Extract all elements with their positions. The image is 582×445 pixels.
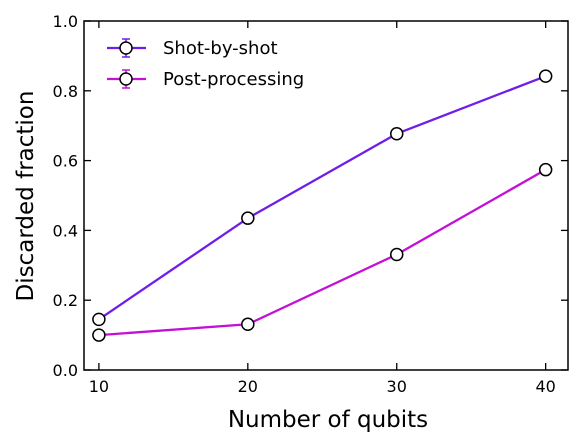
y-tick-label: 0.2 [53, 291, 78, 310]
series-2-point [389, 247, 404, 262]
plot-frame [83, 20, 569, 371]
series-1-point [389, 126, 404, 141]
x-tick-label: 20 [238, 377, 258, 396]
series-2-point [241, 317, 255, 332]
series-2-point [92, 328, 106, 342]
series-layer [92, 69, 553, 342]
series-line-1 [98, 75, 547, 321]
axes-layer: 10 20 30 40 0.0 0.2 0.4 0.6 0.8 1.0 [53, 12, 569, 396]
legend-label-1: Shot-by-shot [163, 38, 278, 59]
legend: Shot-by-shot Post-processing [107, 38, 304, 90]
x-axis-label: Number of qubits [228, 407, 428, 433]
y-tick-label: 0.4 [53, 221, 78, 240]
x-tick-label: 30 [387, 377, 407, 396]
series-1-point [538, 69, 553, 83]
x-tick-label: 40 [535, 377, 555, 396]
series-line-2 [98, 168, 547, 337]
y-tick-label: 0.0 [53, 361, 78, 380]
legend-marker-2 [119, 72, 133, 86]
series-1-point [241, 211, 255, 225]
x-tick-label: 10 [89, 377, 109, 396]
series-2-point [538, 162, 553, 177]
y-axis-label: Discarded fraction [13, 91, 39, 302]
y-tick-label: 1.0 [53, 12, 78, 31]
series-1-point [92, 312, 106, 327]
legend-label-2: Post-processing [163, 69, 304, 90]
legend-marker-1 [119, 41, 133, 55]
y-tick-label: 0.8 [53, 82, 78, 101]
y-tick-label: 0.6 [53, 152, 78, 171]
